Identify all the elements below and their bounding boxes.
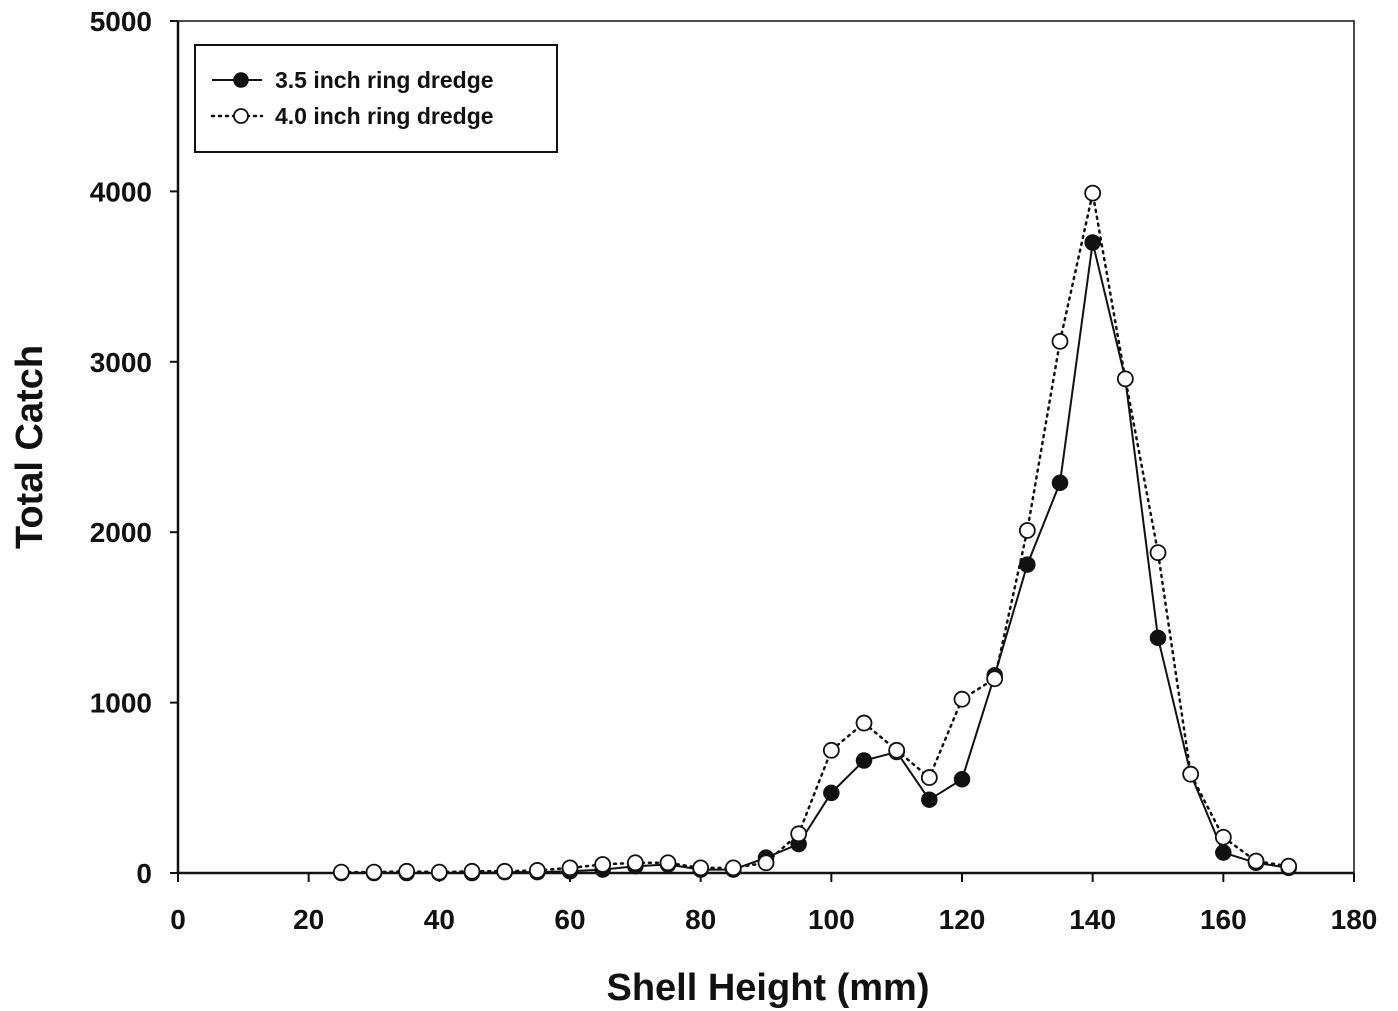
plot-frame [176,20,1355,875]
y-axis-ticks: 0 1000 2000 3000 4000 5000 [90,6,178,889]
y-axis-label: Total Catch [9,345,51,549]
series-0-point [823,784,840,802]
series-1-point [1182,765,1200,783]
series-1-point [888,741,906,759]
series-1-point [626,854,644,872]
x-tick-label: 60 [554,904,585,935]
series-1-point [561,859,579,877]
series-1-point [920,769,938,786]
series-1-point [953,690,971,708]
series-1-point [1084,184,1102,202]
series-1-point [332,863,350,881]
x-tick-label: 100 [808,904,855,935]
legend-swatch-marker-1 [233,108,249,124]
x-tick-label: 160 [1200,904,1247,935]
y-tick-label: 0 [136,858,152,889]
x-tick-label: 20 [293,904,324,935]
series-1-point [365,863,383,881]
legend: 3.5 inch ring dredge 4.0 inch ring dredg… [194,44,558,153]
series-0-point [953,771,971,788]
series-1-point [1280,857,1298,875]
series-1-point [1247,852,1265,870]
series-0-point [1051,474,1069,492]
series-0-point [921,791,938,808]
x-axis-label: Shell Height (mm) [606,967,929,1009]
series-1-point [692,859,710,877]
series-1-point [1149,544,1167,562]
series-1-point [528,862,546,879]
series-1-point [1214,828,1232,846]
x-tick-label: 40 [424,904,455,935]
y-tick-label: 5000 [90,6,152,37]
legend-label-1: 4.0 inch ring dredge [275,103,494,129]
legend-swatch-marker-0 [233,72,249,88]
series-1-point [1018,522,1036,539]
series-1-point [986,670,1004,688]
series-0-point [1215,844,1232,861]
series-1-point [1116,370,1134,388]
series-1-point [724,859,742,877]
series-1-point [594,856,612,873]
x-tick-label: 80 [685,904,716,935]
series-0-point [1149,629,1167,647]
series-1-point [855,714,873,732]
series-1-point [463,862,481,880]
series-0-point [855,752,873,769]
series-0-point [1084,234,1101,251]
legend-label-0: 3.5 inch ring dredge [275,67,494,93]
series-1-point [496,862,514,880]
series-1-point [659,854,677,872]
y-tick-label: 1000 [90,688,152,719]
series-0-point [1019,556,1036,573]
x-tick-label: 180 [1331,904,1378,935]
y-tick-label: 4000 [90,176,152,207]
y-tick-label: 3000 [90,347,152,378]
legend-box [194,44,558,153]
series-1-point [822,741,840,759]
x-axis-ticks: 0 20 40 60 80 100 120 140 160 180 [170,873,1377,935]
series-layer [332,184,1298,882]
series-1-point [790,825,808,843]
series-1-point [1051,332,1069,350]
plot-area [177,20,1355,874]
y-tick-label: 2000 [90,517,152,548]
x-tick-label: 140 [1069,904,1116,935]
x-tick-label: 120 [939,904,986,935]
series-1-point [430,863,448,881]
series-1-point [757,854,775,872]
series-1-point [398,862,416,880]
x-tick-label: 0 [170,904,186,935]
